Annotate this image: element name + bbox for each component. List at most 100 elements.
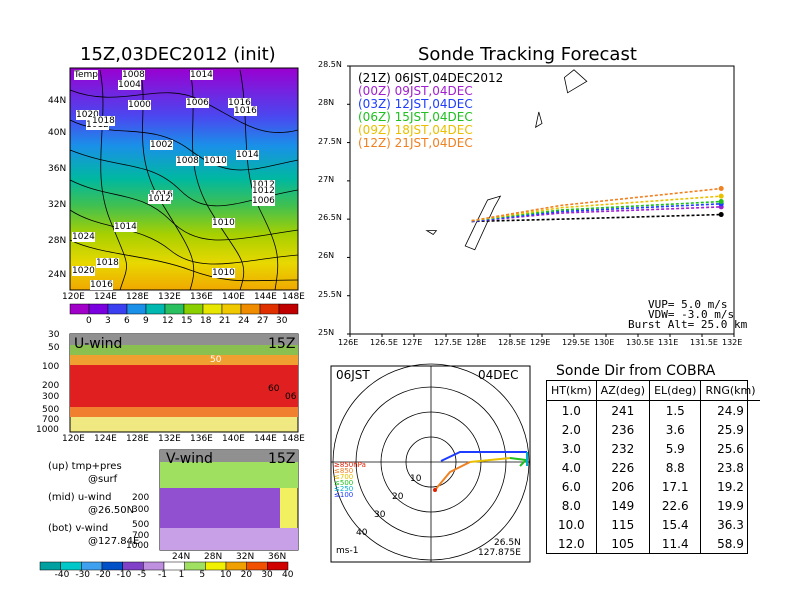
track-series-line: [471, 206, 722, 223]
temp-colorbar-label: 15: [181, 316, 193, 326]
map-lon-tick-148: 148E: [282, 292, 305, 302]
table-cell: 5.9: [649, 439, 701, 458]
coastline: [563, 69, 588, 94]
uwind-field-orange: [70, 355, 298, 365]
table-cell: 15.4: [649, 515, 701, 534]
ring-label-20: 20: [392, 492, 404, 502]
pressure-label: 1014: [190, 70, 213, 80]
temp-colorbar-label: 0: [86, 316, 92, 326]
polar-level-label: ≤850: [334, 467, 354, 475]
uwind-contour-3: 60: [268, 384, 280, 394]
table-row: 8.0 149 22.6 19.9: [547, 496, 760, 515]
vwind-colorbar-label: -10: [116, 570, 132, 580]
vwind-colorbar-swatch: [122, 561, 144, 571]
track-y-tick-label: 26N: [318, 251, 335, 261]
track-end-point: [718, 199, 724, 205]
track-legend-entry: (09Z) 18JST,04DEC: [358, 123, 473, 137]
track-y-tick-label: 25N: [318, 328, 335, 337]
vwind-y-200: 200: [132, 493, 150, 503]
pressure-label: 1006: [186, 98, 209, 108]
track-legend-entry: (03Z) 12JST,04DEC: [358, 97, 473, 111]
track-legend-entry: (00Z) 09JST,04DEC: [358, 84, 473, 98]
uwind-y-50: 50: [48, 343, 60, 353]
vwind-field-green: [160, 462, 298, 488]
uwind-field-gray: [70, 334, 298, 345]
legend-line6: @127.84E: [88, 536, 140, 547]
track-end-point: [718, 212, 724, 218]
table-cell: 8.8: [649, 458, 701, 477]
track-end-point: [718, 186, 724, 192]
temp-colorbar-label: 30: [276, 316, 288, 326]
temp-colorbar-swatch: [126, 303, 147, 315]
temp-colorbar-label: 18: [200, 316, 212, 326]
track-legend-entry: (21Z) 06JST,04DEC2012: [358, 71, 504, 85]
table-cell: 232: [595, 439, 650, 458]
uwind-y-100: 100: [42, 362, 60, 372]
pressure-label: 1016: [234, 106, 257, 116]
map-lon-tick-144: 144E: [254, 292, 277, 302]
lat-tick-36: 36N: [48, 164, 67, 174]
table-cell: 105: [595, 534, 650, 553]
legend-line2: @surf: [88, 474, 118, 485]
vwind-colorbar-swatch: [205, 561, 227, 571]
track-x-tick-label: 127.5E: [434, 338, 462, 347]
track-x-tick-label: 128E: [466, 338, 487, 347]
vwind-x-36: 36N: [268, 552, 287, 562]
pressure-label: 1002: [150, 140, 173, 150]
vwind-field-gray: [160, 450, 298, 462]
lat-tick-28: 28N: [48, 236, 67, 246]
sonde-track-chart: [347, 65, 735, 337]
lat-tick-40: 40N: [48, 128, 67, 138]
vwind-colorbar: [39, 561, 289, 571]
table-cell: 6.0: [561, 479, 581, 494]
uwind-x-140: 140E: [222, 434, 245, 444]
vwind-y-500: 500: [132, 520, 150, 530]
vwind-colorbar-swatch: [81, 561, 103, 571]
map-lon-tick-128: 128E: [126, 292, 149, 302]
table-header: EL(deg): [649, 381, 701, 401]
uwind-field-red: [70, 365, 298, 407]
vwind-time: 15Z: [268, 451, 296, 467]
annotation-vdw: VDW= -3.0 m/s: [648, 308, 735, 321]
uwind-x-148: 148E: [282, 434, 305, 444]
vwind-colorbar-swatch: [225, 561, 247, 571]
pressure-label: 1010: [212, 218, 235, 228]
temp-colorbar-label: 12: [162, 316, 174, 326]
polar-level-label: ≤500: [334, 479, 354, 487]
table-header: RNG(km): [700, 381, 760, 401]
table-row: 3.0 232 5.9 25.6: [547, 439, 760, 458]
map-lon-tick-120: 120E: [62, 292, 85, 302]
vwind-colorbar-label: 1: [178, 570, 185, 580]
pressure-label: 1024: [72, 232, 95, 242]
table-cell: 23.8: [700, 458, 760, 477]
uwind-x-124: 124E: [94, 434, 117, 444]
vwind-colorbar-label: 30: [261, 570, 273, 580]
table-cell: 1.0: [561, 403, 581, 418]
track-x-tick-label: 126E: [338, 338, 359, 347]
map-var-label: Temp: [74, 70, 98, 80]
track-x-tick-label: 126.5E: [370, 338, 398, 347]
map-lon-tick-136: 136E: [190, 292, 213, 302]
vwind-x-28: 28N: [204, 552, 223, 562]
vwind-colorbar-label: 5: [199, 570, 206, 580]
vwind-colorbar-swatch: [184, 561, 206, 571]
track-x-tick-label: 131E: [658, 338, 679, 347]
vwind-field-lilac: [160, 528, 298, 550]
vwind-y-1000: 1000: [126, 541, 149, 551]
vwind-colorbar-label: 20: [240, 570, 253, 580]
table-row: 1.0 241 1.5 24.9: [547, 400, 760, 420]
ring-label-10: 10: [410, 474, 422, 484]
track-legend-entry: (12Z) 21JST,04DEC: [358, 136, 473, 150]
uwind-y-200: 200: [42, 381, 60, 391]
hodograph: [433, 451, 529, 492]
temp-colorbar-label: 3: [105, 316, 111, 326]
pressure-label: 1012: [252, 180, 275, 190]
pressure-label: 1010: [212, 268, 235, 278]
uwind-time: 15Z: [268, 336, 296, 352]
vwind-y-700: 700: [132, 531, 150, 541]
track-y-tick-label: 28N: [318, 98, 335, 108]
pressure-label: 1020: [76, 110, 99, 120]
map-lon-tick-140: 140E: [222, 292, 245, 302]
polar-unit: ms-1: [336, 546, 359, 556]
